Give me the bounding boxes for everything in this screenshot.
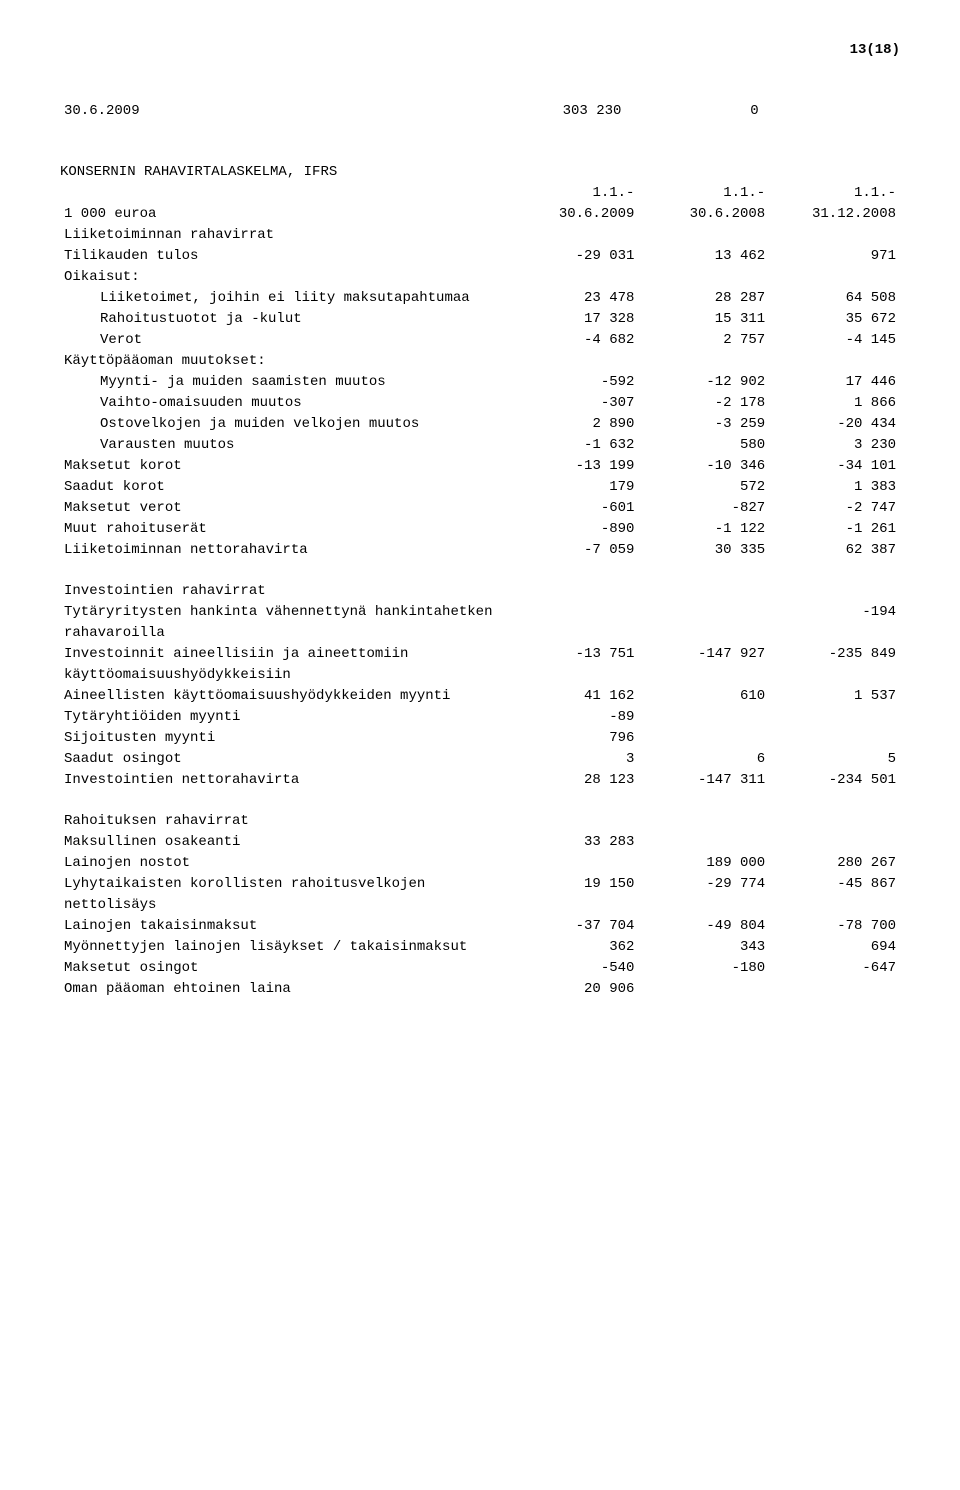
table-row: Oman pääoman ehtoinen laina20 906 [60,979,900,1000]
table-row: Rahoitustuotot ja -kulut17 32815 31135 6… [60,309,900,330]
table-row: Vaihto-omaisuuden muutos-307-2 1781 866 [60,393,900,414]
table-row: Muut rahoituserät-890-1 122-1 261 [60,519,900,540]
col1-period-b: 30.6.2009 [508,204,639,225]
table-row: Liiketoimet, joihin ei liity maksutapaht… [60,288,900,309]
cashflow-table: 1.1.- 1.1.- 1.1.- 1 000 euroa 30.6.2009 … [60,183,900,1000]
col3-period-b: 31.12.2008 [769,204,900,225]
section-financing: Rahoituksen rahavirrat [60,791,900,832]
table-row: Tytäryritysten hankinta vähennettynä han… [60,602,900,644]
table-row: Verot-4 6822 757-4 145 [60,330,900,351]
table-row: Lainojen nostot189 000280 267 [60,853,900,874]
table-row: Investointien nettorahavirta28 123-147 3… [60,770,900,791]
table-row: Varausten muutos-1 6325803 230 [60,435,900,456]
table-row: Oikaisut: [60,267,900,288]
table-row: Sijoitusten myynti796 [60,728,900,749]
table-row: Maksullinen osakeanti33 283 [60,832,900,853]
table-row: Aineellisten käyttöomaisuushyödykkeiden … [60,686,900,707]
table-row: Myönnettyjen lainojen lisäykset / takais… [60,937,900,958]
col3-period-a: 1.1.- [769,183,900,204]
table-row: Tytäryhtiöiden myynti-89 [60,707,900,728]
table-row: Maksetut osingot-540-180-647 [60,958,900,979]
col2-period-b: 30.6.2008 [638,204,769,225]
table-row: Lyhytaikaisten korollisten rahoitusvelko… [60,874,900,916]
page-number: 13(18) [60,40,900,61]
col1-period-a: 1.1.- [508,183,639,204]
header-row-1: 1.1.- 1.1.- 1.1.- [60,183,900,204]
table-row: Lainojen takaisinmaksut-37 704-49 804-78… [60,916,900,937]
table-row: Myynti- ja muiden saamisten muutos-592-1… [60,372,900,393]
table-row: Maksetut verot-601-827-2 747 [60,498,900,519]
statement-title: KONSERNIN RAHAVIRTALASKELMA, IFRS [60,162,900,183]
table-row: Saadut osingot365 [60,749,900,770]
col2-period-a: 1.1.- [638,183,769,204]
table-row: Tilikauden tulos-29 03113 462971 [60,246,900,267]
table-row: Saadut korot1795721 383 [60,477,900,498]
top-summary-row: 30.6.2009 303 230 0 [60,101,900,122]
top-v2: 0 [625,101,762,122]
table-row: Käyttöpääoman muutokset: [60,351,900,372]
table-row: Ostovelkojen ja muiden velkojen muutos2 … [60,414,900,435]
table-row: Investoinnit aineellisiin ja aineettomii… [60,644,900,686]
table-row: Maksetut korot-13 199-10 346-34 101 [60,456,900,477]
section-operating: Liiketoiminnan rahavirrat [60,225,900,246]
section-investing: Investointien rahavirrat [60,561,900,602]
header-row-2: 1 000 euroa 30.6.2009 30.6.2008 31.12.20… [60,204,900,225]
table-row: Liiketoiminnan nettorahavirta-7 05930 33… [60,540,900,561]
unit-label: 1 000 euroa [60,204,508,225]
top-date: 30.6.2009 [60,101,488,122]
top-v1: 303 230 [488,101,625,122]
